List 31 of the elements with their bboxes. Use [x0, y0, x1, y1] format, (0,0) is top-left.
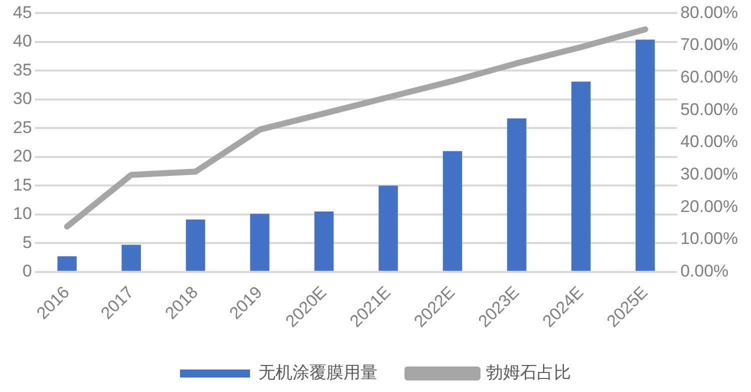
bar [636, 40, 655, 271]
bar [442, 151, 462, 271]
y2-tick-label: 50.00% [680, 100, 738, 119]
y-tick-label: 10 [12, 204, 32, 224]
bar [571, 82, 591, 271]
y-tick-label: 35 [12, 60, 32, 80]
y-tick-label: 0 [22, 262, 32, 281]
y2-tick-label: 60.00% [680, 68, 738, 87]
y2-tick-label: 40.00% [680, 132, 738, 152]
legend-label: 勃姆石占比 [486, 362, 571, 383]
y2-tick-label: 0.00% [680, 262, 729, 281]
bar [250, 214, 270, 271]
y-tick-label: 5 [22, 232, 32, 252]
y2-tick-label: 20.00% [680, 196, 738, 216]
bar [122, 244, 141, 271]
y-tick-label: 30 [12, 89, 32, 108]
bar [57, 256, 77, 271]
y-tick-label: 20 [12, 146, 32, 166]
legend-label: 无机涂覆膜用量 [258, 362, 378, 383]
y-tick-label: 15 [12, 175, 32, 194]
bar [507, 118, 526, 271]
y-tick-label: 25 [12, 118, 32, 137]
y2-tick-label: 80.00% [680, 2, 738, 22]
y2-tick-label: 30.00% [680, 164, 738, 184]
y2-tick-label: 70.00% [680, 35, 738, 54]
y-tick-label: 40 [12, 32, 32, 51]
bar [186, 220, 206, 271]
y2-tick-label: 10.00% [680, 229, 738, 248]
bar [378, 186, 398, 271]
bar [314, 211, 334, 271]
y-tick-label: 45 [12, 2, 32, 22]
